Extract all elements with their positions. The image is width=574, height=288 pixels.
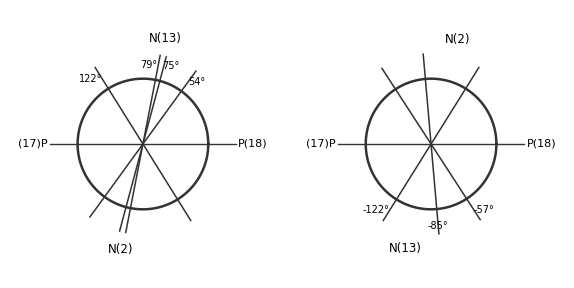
Text: N(13): N(13) <box>149 32 182 45</box>
Text: N(2): N(2) <box>444 33 470 46</box>
Text: -85°: -85° <box>428 221 448 231</box>
Text: 75°: 75° <box>162 61 180 71</box>
Text: -57°: -57° <box>474 205 495 215</box>
Text: (17)P: (17)P <box>18 139 48 149</box>
Text: N(13): N(13) <box>389 242 421 255</box>
Text: N(2): N(2) <box>107 243 133 256</box>
Text: 79°: 79° <box>140 60 157 70</box>
Text: (17)P: (17)P <box>306 139 336 149</box>
Text: P(18): P(18) <box>238 139 268 149</box>
Text: 122°: 122° <box>79 74 102 84</box>
Text: 54°: 54° <box>188 77 205 87</box>
Text: P(18): P(18) <box>526 139 556 149</box>
Text: -122°: -122° <box>363 205 390 215</box>
